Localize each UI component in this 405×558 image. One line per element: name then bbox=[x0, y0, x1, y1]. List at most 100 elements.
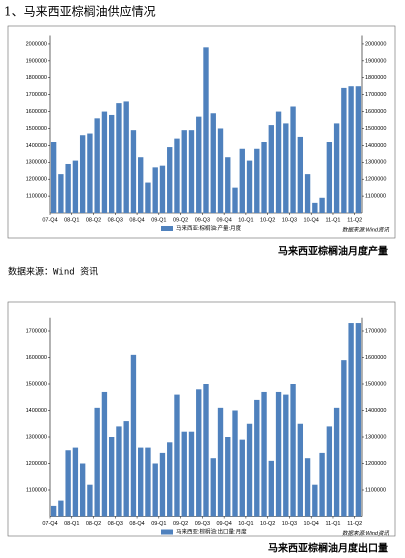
bar bbox=[130, 354, 137, 517]
bar bbox=[116, 426, 122, 517]
x-tick-label: 08-Q3 bbox=[108, 217, 123, 223]
bar bbox=[138, 447, 144, 517]
y2-tick-label: 1600000 bbox=[365, 355, 386, 361]
bar bbox=[174, 138, 180, 213]
bar bbox=[72, 447, 79, 517]
bar bbox=[79, 135, 86, 213]
bar bbox=[232, 187, 238, 213]
source-note: 数据来源:Wind资讯 bbox=[342, 530, 390, 537]
x-tick-label: 08-Q4 bbox=[129, 521, 144, 527]
bar bbox=[239, 148, 245, 213]
y-tick-label: 1200000 bbox=[26, 461, 47, 467]
bar bbox=[145, 447, 151, 517]
y-tick-label: 1900000 bbox=[26, 58, 47, 64]
bar bbox=[123, 101, 129, 213]
y2-tick-label: 1900000 bbox=[365, 58, 386, 64]
y2-tick-label: 1200000 bbox=[365, 177, 386, 183]
x-tick-label: 10-Q4 bbox=[304, 521, 319, 527]
y2-tick-label: 1400000 bbox=[365, 408, 386, 414]
bar bbox=[326, 426, 333, 517]
bar bbox=[50, 505, 57, 517]
y-tick-label: 1100000 bbox=[26, 487, 47, 493]
bar bbox=[94, 407, 100, 517]
y-tick-label: 1700000 bbox=[26, 328, 47, 334]
y2-tick-label: 1700000 bbox=[365, 328, 386, 334]
bar bbox=[275, 111, 282, 213]
bar bbox=[101, 111, 108, 213]
y2-tick-label: 1300000 bbox=[365, 434, 386, 440]
y-tick-label: 1300000 bbox=[26, 434, 47, 440]
x-tick-label: 09-Q1 bbox=[151, 521, 166, 527]
bar bbox=[239, 439, 245, 517]
bar bbox=[138, 157, 144, 213]
bar bbox=[290, 384, 296, 517]
bar bbox=[203, 47, 209, 214]
bar bbox=[203, 384, 209, 517]
bar bbox=[167, 147, 173, 213]
bar bbox=[283, 123, 289, 213]
bar bbox=[341, 87, 347, 213]
y2-tick-label: 1100000 bbox=[365, 487, 386, 493]
x-tick-label: 11-Q2 bbox=[347, 217, 362, 223]
bar bbox=[290, 106, 296, 213]
x-tick-label: 11-Q2 bbox=[347, 521, 362, 527]
bar bbox=[304, 458, 311, 517]
x-tick-label: 10-Q4 bbox=[304, 217, 319, 223]
bar bbox=[326, 142, 333, 213]
bar bbox=[65, 450, 71, 517]
bar bbox=[152, 167, 158, 213]
bar bbox=[319, 452, 325, 517]
x-tick-label: 08-Q1 bbox=[64, 217, 79, 223]
source: 数据来源：Wind 资讯 bbox=[8, 266, 98, 278]
bar bbox=[246, 160, 253, 213]
bar bbox=[94, 118, 100, 213]
y2-tick-label: 1300000 bbox=[365, 160, 386, 166]
bar bbox=[348, 86, 354, 213]
legend-swatch bbox=[161, 529, 173, 535]
heading: 1、马来西亚棕榈油供应情况 bbox=[4, 4, 156, 19]
bar bbox=[217, 128, 224, 213]
bar bbox=[58, 500, 64, 517]
bar bbox=[355, 323, 362, 517]
x-tick-label: 09-Q1 bbox=[151, 217, 166, 223]
bar bbox=[312, 202, 318, 213]
y-tick-label: 1500000 bbox=[26, 381, 47, 387]
y-tick-label: 1700000 bbox=[26, 92, 47, 98]
bar bbox=[159, 165, 166, 213]
x-tick-label: 07-Q4 bbox=[42, 217, 57, 223]
x-tick-label: 08-Q2 bbox=[86, 217, 101, 223]
y2-tick-label: 1600000 bbox=[365, 109, 386, 115]
x-tick-label: 10-Q1 bbox=[238, 521, 253, 527]
y-tick-label: 1100000 bbox=[26, 194, 47, 200]
bar bbox=[232, 410, 238, 517]
x-tick-label: 11-Q1 bbox=[326, 521, 341, 527]
bar bbox=[261, 391, 267, 517]
bar bbox=[304, 174, 311, 213]
bar bbox=[72, 160, 79, 213]
bar bbox=[210, 458, 216, 517]
bar bbox=[108, 437, 115, 517]
x-tick-label: 09-Q3 bbox=[195, 521, 210, 527]
x-tick-label: 09-Q2 bbox=[173, 521, 188, 527]
bar bbox=[319, 197, 325, 213]
y2-tick-label: 1500000 bbox=[365, 381, 386, 387]
bar bbox=[355, 86, 362, 213]
y-tick-label: 1200000 bbox=[26, 177, 47, 183]
y-tick-label: 1800000 bbox=[26, 75, 47, 81]
bar bbox=[50, 142, 57, 213]
x-tick-label: 08-Q4 bbox=[129, 217, 144, 223]
bar bbox=[254, 148, 260, 213]
y2-tick-label: 1200000 bbox=[365, 461, 386, 467]
bar bbox=[174, 394, 180, 517]
bar bbox=[181, 130, 187, 213]
bar bbox=[87, 133, 93, 213]
x-tick-label: 10-Q3 bbox=[282, 521, 297, 527]
bar bbox=[188, 130, 195, 213]
bar bbox=[167, 442, 173, 517]
bar bbox=[159, 452, 166, 517]
y2-tick-label: 1700000 bbox=[365, 92, 386, 98]
bar bbox=[217, 407, 224, 517]
bar bbox=[268, 125, 274, 213]
